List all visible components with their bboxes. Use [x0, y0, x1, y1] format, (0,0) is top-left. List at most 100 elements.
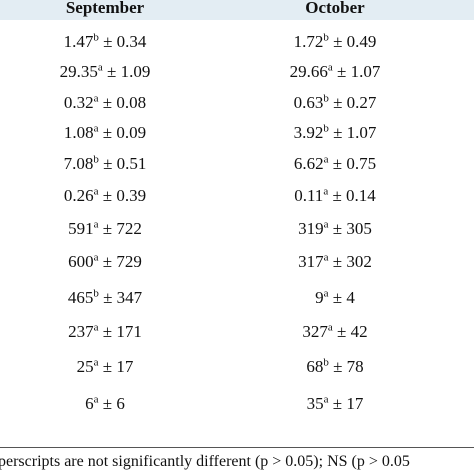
table-cell: 237a ± 171: [0, 322, 220, 342]
significance-letter: b: [323, 92, 329, 105]
mean-value: 600: [68, 252, 94, 271]
significance-letter: a: [323, 393, 329, 406]
mean-value: 1.08: [63, 123, 94, 142]
significance-letter: b: [323, 356, 329, 369]
std-deviation: ± 1.07: [332, 62, 381, 81]
std-deviation: ± 302: [328, 252, 372, 271]
significance-letter: b: [93, 153, 99, 166]
mean-value: 1.72: [293, 32, 324, 51]
table-cell: 0.32a ± 0.08: [0, 93, 220, 113]
significance-letter: a: [97, 61, 103, 74]
mean-value: 29.35: [59, 62, 98, 81]
mean-value: 35: [306, 394, 324, 413]
table-cell: 35a ± 17: [220, 394, 450, 414]
table-cell: 1.08a ± 0.09: [0, 123, 220, 143]
column-header: September: [65, 0, 145, 17]
footnote-rule: [0, 447, 474, 448]
table-cell: 25a ± 17: [0, 357, 220, 377]
footnote: perscripts are not significantly differe…: [0, 453, 410, 470]
significance-letter: a: [93, 92, 99, 105]
table-cell: 7.08b ± 0.51: [0, 154, 220, 174]
std-deviation: ± 0.27: [328, 93, 377, 112]
significance-letter: a: [93, 356, 99, 369]
std-deviation: ± 0.34: [98, 32, 147, 51]
std-deviation: ± 78: [328, 357, 364, 376]
significance-letter: a: [93, 393, 99, 406]
std-deviation: ± 42: [332, 322, 368, 341]
std-deviation: ± 17: [328, 394, 364, 413]
mean-value: 465: [67, 288, 94, 307]
mean-value: 68: [306, 357, 324, 376]
std-deviation: ± 0.75: [328, 154, 377, 173]
header-background: [0, 0, 474, 20]
significance-letter: b: [93, 31, 99, 44]
significance-letter: b: [323, 122, 329, 135]
table-cell: 0.63b ± 0.27: [220, 93, 450, 113]
significance-letter: b: [93, 287, 99, 300]
mean-value: 6: [85, 394, 94, 413]
mean-value: 3.92: [293, 123, 324, 142]
column-header: October: [305, 0, 365, 17]
significance-letter: a: [323, 287, 329, 300]
table-cell: 9a ± 4: [220, 288, 450, 308]
mean-value: 0.32: [63, 93, 94, 112]
std-deviation: ± 0.49: [328, 32, 377, 51]
std-deviation: ± 0.08: [98, 93, 147, 112]
table-cell: 317a ± 302: [220, 252, 450, 272]
table-cell: 327a ± 42: [220, 322, 450, 342]
std-deviation: ± 729: [98, 252, 142, 271]
mean-value: 0.11: [294, 186, 324, 205]
mean-value: 317: [298, 252, 324, 271]
significance-letter: a: [93, 321, 99, 334]
mean-value: 9: [315, 288, 324, 307]
significance-letter: a: [93, 251, 99, 264]
significance-letter: a: [323, 185, 329, 198]
significance-letter: a: [323, 153, 329, 166]
std-deviation: ± 6: [98, 394, 125, 413]
significance-letter: a: [93, 122, 99, 135]
table-cell: 1.72b ± 0.49: [220, 32, 450, 52]
mean-value: 1.47: [63, 32, 94, 51]
mean-value: 327: [302, 322, 328, 341]
std-deviation: ± 347: [98, 288, 143, 307]
std-deviation: ± 0.09: [98, 123, 147, 142]
std-deviation: ± 0.14: [328, 186, 376, 205]
significance-letter: b: [323, 31, 329, 44]
table-cell: 0.11a ± 0.14: [220, 186, 450, 206]
significance-letter: a: [327, 61, 333, 74]
std-deviation: ± 1.09: [102, 62, 151, 81]
mean-value: 591: [68, 219, 94, 238]
significance-letter: a: [323, 218, 329, 231]
mean-value: 25: [76, 357, 94, 376]
significance-letter: a: [327, 321, 333, 334]
std-deviation: ± 17: [98, 357, 134, 376]
table-cell: 29.66a ± 1.07: [220, 62, 450, 82]
table-cell: 0.26a ± 0.39: [0, 186, 220, 206]
table-cell: 1.47b ± 0.34: [0, 32, 220, 52]
mean-value: 6.62: [293, 154, 324, 173]
mean-value: 319: [298, 219, 324, 238]
std-deviation: ± 1.07: [328, 123, 377, 142]
std-deviation: ± 0.51: [98, 154, 147, 173]
significance-letter: a: [323, 251, 329, 264]
std-deviation: ± 722: [98, 219, 142, 238]
mean-value: 7.08: [63, 154, 94, 173]
std-deviation: ± 4: [328, 288, 355, 307]
table-cell: 319a ± 305: [220, 219, 450, 239]
significance-letter: a: [93, 185, 99, 198]
table-cell: 591a ± 722: [0, 219, 220, 239]
mean-value: 0.26: [63, 186, 94, 205]
table-cell: 29.35a ± 1.09: [0, 62, 220, 82]
std-deviation: ± 0.39: [98, 186, 147, 205]
mean-value: 237: [68, 322, 94, 341]
table-cell: 6.62a ± 0.75: [220, 154, 450, 174]
mean-value: 0.63: [293, 93, 324, 112]
std-deviation: ± 171: [98, 322, 142, 341]
std-deviation: ± 305: [328, 219, 372, 238]
significance-letter: a: [93, 218, 99, 231]
table-cell: 465b ± 347: [0, 288, 220, 308]
table-cell: 3.92b ± 1.07: [220, 123, 450, 143]
table-cell: 6a ± 6: [0, 394, 220, 414]
table-cell: 68b ± 78: [220, 357, 450, 377]
